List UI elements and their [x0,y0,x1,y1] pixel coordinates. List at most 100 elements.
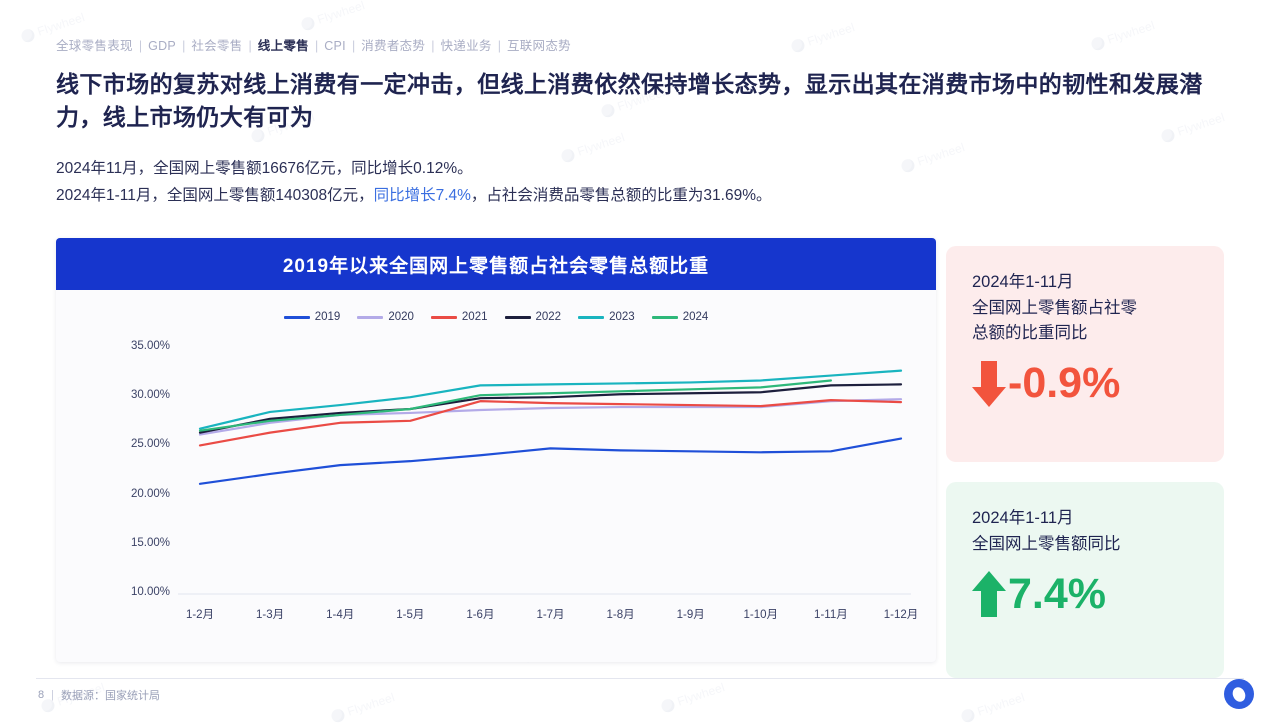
watermark-dot-icon [959,706,976,724]
legend-item-2020[interactable]: 2020 [357,311,414,323]
breadcrumb-nav: 全球零售表现 | GDP | 社会零售 | 线上零售 | CPI | 消费者态势 | 快递业务 | 互联网态… [56,40,571,53]
y-axis-tick-label: 10.00% [130,586,170,598]
nav-item-2[interactable]: 社会零售 [191,39,243,53]
watermark-label: Flywheel [345,690,397,719]
watermark-dot-icon [19,26,36,44]
x-axis-tick-label: 1-10月 [743,609,779,621]
watermark-label: Flywheel [1105,18,1157,47]
stat-title-line-1: 2024年1-11月 [972,509,1074,527]
stat-card-online-retail-yoy-value-row: 7.4% [972,569,1202,618]
stat-card-online-retail-yoy-title: 2024年1-11月 全国网上零售额同比 [972,506,1202,557]
watermark-label: Flywheel [975,690,1027,719]
legend-swatch-icon [651,315,678,319]
summary-line-2: 2024年1-11月，全国网上零售额140308亿元，同比增长7.4%，占社会消… [56,182,956,209]
x-axis-tick-label: 1-6月 [466,609,495,621]
brand-logo-icon [1224,679,1254,709]
legend-item-2021[interactable]: 2021 [430,311,488,323]
summary-line-2-after: ，占社会消费品零售总额的比重为31.69%。 [470,187,772,205]
chart-title: 2019年以来全国网上零售额占社会零售总额比重 [282,255,710,277]
legend-swatch-icon [578,315,605,319]
stat-card-online-retail-yoy-value: 7.4% [1008,569,1107,618]
page-number: 8 [38,689,45,701]
x-axis-tick-label: 1-11月 [814,609,848,621]
watermark-27: Flywheel [659,680,727,714]
legend-item-2024[interactable]: 2024 [651,311,709,323]
x-axis-tick-label: 1-4月 [326,609,355,621]
legend-swatch-icon [504,315,531,319]
y-axis-tick-label: 15.00% [130,536,170,549]
data-source-label: 数据源：国家统计局 [60,690,160,702]
watermark-label: Flywheel [35,10,87,39]
watermark-dot-icon [659,696,676,714]
legend-label: 2024 [682,311,709,323]
series-line-2021 [198,399,903,447]
legend-label: 2019 [314,311,341,323]
nav-separator: | [431,39,435,53]
watermark-dot-icon [299,14,316,32]
chart-legend: 2019 2020 2021 2022 2023 2024 [56,300,936,334]
summary-line-2-highlight: 同比增长7.4% [373,187,471,205]
series-line-2023 [198,369,903,430]
watermark-label: Flywheel [675,680,727,709]
page-title: 线下市场的复苏对线上消费有一定冲击，但线上消费依然保持增长态势，显示出其在消费市… [56,71,1203,130]
chart-title-bar: 2019年以来全国网上零售额占社会零售总额比重 [56,238,936,290]
stat-title-line-3: 总额的比重同比 [972,324,1088,343]
legend-item-2022[interactable]: 2022 [504,311,562,323]
x-axis-tick-label: 1-8月 [606,609,635,621]
stat-title-line-2: 全国网上零售额占社零 [972,298,1137,317]
stat-title-line-1: 2024年1-11月 [972,273,1074,291]
legend-swatch-icon [430,315,457,319]
nav-item-1[interactable]: GDP [148,39,177,53]
stat-card-ratio-yoy-title: 2024年1-11月 全国网上零售额占社零 总额的比重同比 [972,270,1202,347]
arrow-down-icon [972,360,1006,407]
nav-item-5[interactable]: 消费者态势 [361,39,426,53]
watermark-26: Flywheel [329,690,397,724]
x-axis-tick-label: 1-12月 [883,609,919,621]
legend-label: 2023 [609,311,635,323]
nav-item-7[interactable]: 互联网态势 [506,39,571,53]
nav-item-4[interactable]: CPI [324,39,346,53]
watermark-dot-icon [1089,34,1106,52]
y-axis-tick-label: 20.00% [130,487,170,500]
x-axis-tick-label: 1-9月 [676,609,705,621]
footer-separator: | [51,689,54,701]
legend-label: 2020 [388,311,414,323]
stat-card-online-retail-yoy: 2024年1-11月 全国网上零售额同比 7.4% [946,482,1224,678]
legend-swatch-icon [357,315,384,319]
legend-label: 2022 [535,311,562,323]
stat-card-ratio-yoy-value-row: -0.9% [972,359,1202,408]
watermark-28: Flywheel [959,690,1027,724]
footer: 8 | 数据源：国家统计局 [38,687,160,703]
y-axis-tick-label: 30.00% [130,389,170,402]
nav-item-3[interactable]: 线上零售 [257,39,309,53]
nav-item-0[interactable]: 全球零售表现 [56,39,133,53]
chart-plot-area: 10.00% 15.00% 20.00% 25.00% 30.00% 35.00% 1-2月… [56,334,936,652]
watermark-dot-icon [789,36,806,54]
arrow-up-icon [972,571,1006,618]
nav-separator: | [138,39,143,53]
y-axis-tick-label: 25.00% [130,438,170,451]
legend-item-2023[interactable]: 2023 [578,311,635,323]
nav-separator: | [248,39,252,53]
summary-line-2-before: 2024年1-11月，全国网上零售额140308亿元， [56,187,374,205]
nav-separator: | [351,39,356,53]
watermark-4: Flywheel [1089,18,1157,52]
stat-card-ratio-yoy-value: -0.9% [1008,359,1121,408]
legend-item-2019[interactable]: 2019 [283,311,341,323]
watermark-label: Flywheel [315,0,367,27]
stat-title-line-2: 全国网上零售额同比 [972,534,1121,553]
summary-line-1: 2024年11月，全国网上零售额16676亿元，同比增长0.12%。 [56,160,473,177]
footer-divider [36,678,1244,679]
nav-item-6[interactable]: 快递业务 [440,39,492,53]
x-axis-tick-label: 1-5月 [396,609,425,621]
watermark-1: Flywheel [299,0,367,32]
series-line-2019 [198,437,903,485]
chart-card: 2019年以来全国网上零售额占社会零售总额比重 2019 2020 2021 2022… [56,238,936,662]
legend-label: 2021 [461,311,488,323]
line-chart-svg [178,369,911,595]
series-line-2024 [198,379,833,432]
x-axis-tick-label: 1-2月 [185,609,215,621]
y-axis-tick-label: 35.00% [130,340,170,352]
stat-card-ratio-yoy: 2024年1-11月 全国网上零售额占社零 总额的比重同比 -0.9% [946,246,1224,462]
x-axis-tick-label: 1-7月 [536,609,565,621]
